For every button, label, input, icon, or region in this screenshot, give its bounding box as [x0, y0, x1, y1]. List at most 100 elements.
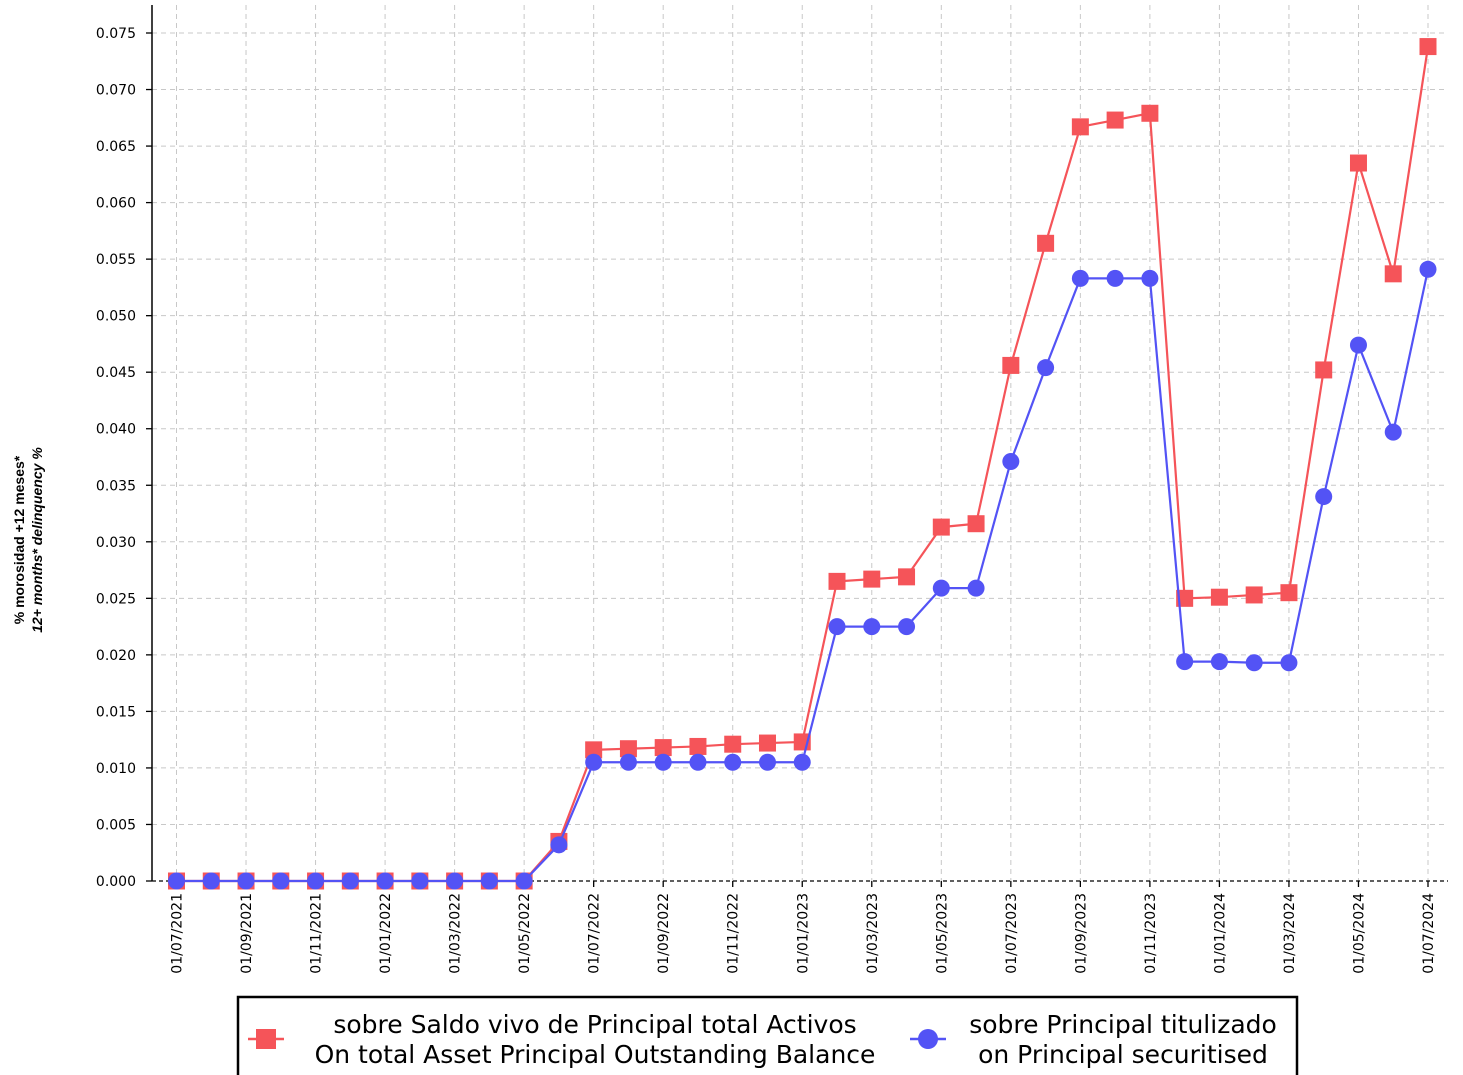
x-tick-label: 01/01/2024	[1212, 893, 1228, 974]
x-tick-label: 01/07/2022	[587, 893, 603, 974]
x-tick-label: 01/09/2021	[239, 893, 255, 974]
y-tick-label: 0.005	[96, 817, 136, 833]
data-point-circle	[793, 753, 811, 771]
data-point-circle	[654, 753, 672, 771]
data-point-square	[1176, 589, 1194, 607]
y-tick-label: 0.010	[96, 761, 136, 777]
x-tick-label: 01/09/2023	[1073, 893, 1089, 974]
data-point-square	[689, 737, 707, 755]
y-tick-label: 0.020	[96, 648, 136, 664]
legend-label-total-assets-line-1: sobre Saldo vivo de Principal total Acti…	[333, 1010, 856, 1039]
legend-label-securitised-line-1: sobre Principal titulizado	[969, 1010, 1277, 1039]
x-tick-label: 01/11/2022	[726, 893, 742, 974]
x-tick-label: 01/07/2023	[1004, 893, 1020, 974]
x-tick-label: 01/05/2024	[1351, 893, 1367, 974]
data-point-square	[758, 734, 776, 752]
x-tick-label: 01/03/2023	[865, 893, 881, 974]
y-tick-label: 0.070	[96, 83, 136, 99]
y-tick-label: 0.000	[96, 874, 136, 890]
data-point-circle	[1315, 488, 1333, 506]
x-axis-ticks: 01/07/2021 01/09/2021 01/11/2021 01/01/2022…	[170, 881, 1437, 974]
x-tick-label: 01/07/2021	[170, 893, 186, 974]
y-tick-label: 0.040	[96, 422, 136, 438]
data-point-circle	[1210, 653, 1228, 671]
data-point-square	[1280, 584, 1298, 602]
data-point-circle	[1071, 269, 1089, 287]
y-axis-label-line-2: 12+ months* delinquency %	[29, 447, 45, 633]
y-tick-label: 0.075	[96, 26, 136, 42]
data-point-square	[1210, 588, 1228, 606]
legend-marker-square	[256, 1029, 276, 1049]
data-point-square	[585, 741, 603, 759]
axes	[151, 5, 1448, 882]
data-point-square	[1349, 154, 1367, 172]
data-point-square	[1071, 118, 1089, 136]
data-point-square	[1384, 265, 1402, 283]
data-point-circle	[1176, 653, 1194, 671]
data-point-circle	[1141, 269, 1159, 287]
data-point-square	[1245, 586, 1263, 604]
data-point-circle	[932, 579, 950, 597]
data-point-circle	[689, 753, 707, 771]
data-point-circle	[550, 836, 568, 854]
data-point-circle	[376, 872, 394, 890]
x-tick-label: 01/11/2021	[309, 893, 325, 974]
data-point-square	[724, 735, 742, 753]
plot-area	[168, 38, 1437, 890]
data-point-square	[1106, 111, 1124, 129]
data-point-square	[898, 568, 916, 586]
y-tick-label: 0.015	[96, 704, 136, 720]
data-point-square	[967, 515, 985, 533]
x-tick-label: 01/05/2023	[934, 893, 950, 974]
data-point-square	[1141, 104, 1159, 122]
data-point-circle	[1037, 359, 1055, 377]
legend-marker-circle	[918, 1029, 938, 1049]
data-point-circle	[202, 872, 220, 890]
x-tick-label: 01/01/2022	[378, 893, 394, 974]
data-point-circle	[341, 872, 359, 890]
data-point-circle	[446, 872, 464, 890]
x-tick-label: 01/03/2024	[1282, 893, 1298, 974]
data-point-circle	[758, 753, 776, 771]
data-point-circle	[1349, 336, 1367, 354]
y-axis-ticks: 0.000 0.005 0.010 0.015 0.020 0.025 0.030 0.035…	[96, 26, 152, 890]
data-point-circle	[1419, 260, 1437, 278]
data-point-square	[828, 572, 846, 590]
data-point-circle	[828, 618, 846, 636]
x-tick-label: 01/09/2022	[656, 893, 672, 974]
data-point-square	[1037, 234, 1055, 252]
data-point-circle	[1106, 269, 1124, 287]
legend-entry-total-assets: sobre Saldo vivo de Principal total Acti…	[248, 1010, 875, 1069]
data-point-square	[1002, 356, 1020, 374]
data-point-circle	[480, 872, 498, 890]
y-tick-label: 0.025	[96, 591, 136, 607]
data-point-circle	[1245, 654, 1263, 672]
data-point-circle	[585, 753, 603, 771]
data-point-circle	[619, 753, 637, 771]
x-tick-label: 01/11/2023	[1143, 893, 1159, 974]
data-point-circle	[1002, 453, 1020, 471]
y-tick-label: 0.060	[96, 196, 136, 212]
data-point-circle	[863, 618, 881, 636]
legend-frame	[236, 995, 1299, 1075]
data-point-circle	[898, 618, 916, 636]
y-axis-label-line-1: % morosidad +12 meses*	[11, 455, 27, 624]
series-securitised	[168, 260, 1437, 890]
y-tick-label: 0.065	[96, 139, 136, 155]
data-point-square	[654, 739, 672, 757]
data-point-square	[1315, 361, 1333, 379]
y-axis-label: % morosidad +12 meses* 12+ months* delin…	[11, 447, 45, 633]
x-tick-label: 01/05/2022	[517, 893, 533, 974]
data-point-circle	[515, 872, 533, 890]
legend: sobre Saldo vivo de Principal total Acti…	[236, 995, 1299, 1075]
data-point-square	[863, 570, 881, 588]
legend-label-securitised-line-2: on Principal securitised	[978, 1040, 1268, 1069]
data-point-circle	[272, 872, 290, 890]
y-tick-label: 0.050	[96, 309, 136, 325]
data-point-circle	[168, 872, 185, 890]
data-point-circle	[307, 872, 325, 890]
y-tick-label: 0.035	[96, 478, 136, 494]
data-point-circle	[1384, 423, 1402, 441]
x-tick-label: 01/07/2024	[1421, 893, 1437, 974]
